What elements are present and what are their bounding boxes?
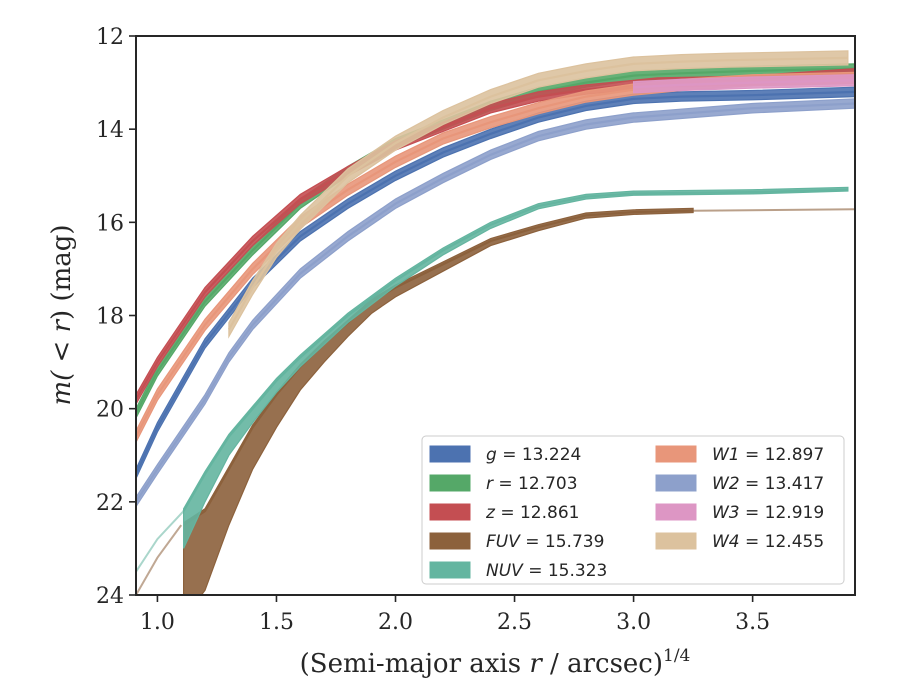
legend-label-w3: W3 = 12.919 [712, 503, 824, 523]
series-g [136, 86, 855, 479]
legend-swatch-g [429, 445, 471, 463]
x-tick-label-3: 2.5 [497, 610, 532, 635]
series-w2 [136, 98, 855, 508]
series-nuv [136, 186, 849, 573]
y-tick-label-3: 18 [96, 305, 124, 330]
legend-label-nuv: NUV = 15.323 [486, 561, 607, 581]
series-w4 [227, 50, 849, 339]
legend-swatch-nuv [429, 561, 471, 579]
legend-swatch-w3 [655, 503, 697, 521]
y-axis-label: m( < r) (mag) [47, 224, 77, 405]
legend-label-g: g = 13.224 [486, 445, 581, 465]
series-nuv-band [183, 186, 849, 549]
x-axis-label-exponent: 1/4 [663, 646, 690, 666]
y-axis: 12 14 16 18 20 22 24 [96, 25, 136, 609]
legend-swatch-w1 [655, 445, 697, 463]
series-g-line [136, 90, 855, 475]
x-tick-label-5: 3.5 [735, 610, 770, 635]
x-axis-label-var: r [529, 649, 543, 679]
x-tick-label-0: 1.0 [140, 610, 175, 635]
series-w4-band [228, 50, 849, 339]
series-fuv-extrapolation [136, 524, 183, 595]
x-tick-label-4: 3.0 [616, 610, 651, 635]
legend-swatch-fuv [429, 532, 471, 550]
x-axis-label: (Semi-major axis r / arcsec)1/4 [300, 646, 691, 679]
series-w2-line [136, 102, 855, 503]
series-nuv-line [182, 188, 848, 512]
y-tick-label-6: 24 [96, 584, 124, 609]
legend-swatch-w2 [655, 474, 697, 492]
series-w3-line [633, 79, 855, 89]
y-tick-label-5: 22 [96, 491, 124, 516]
legend-label-w4: W4 = 12.455 [712, 532, 824, 552]
y-axis-label-lt: < [47, 332, 77, 370]
series-fuv-tail [693, 208, 855, 212]
x-axis-label-tail: / arcsec) [542, 649, 663, 679]
series-nuv-extrapolation [136, 510, 185, 573]
legend-label-w1: W1 = 12.897 [712, 445, 824, 465]
legend-swatch-r [429, 474, 471, 492]
legend-label-w2: W2 = 13.417 [712, 474, 824, 494]
y-axis-label-tail: ) (mag) [47, 224, 77, 320]
legend-label-r: r = 12.703 [486, 474, 578, 494]
series-layer [136, 50, 855, 595]
x-axis: 1.0 1.5 2.0 2.5 3.0 3.5 [140, 595, 770, 635]
series-w3 [633, 74, 855, 94]
y-tick-label-4: 20 [96, 398, 124, 423]
legend-box [421, 435, 845, 585]
x-axis-label-main: (Semi-major axis [300, 649, 530, 679]
legend-swatch-w4 [655, 532, 697, 550]
y-tick-label-1: 14 [96, 118, 124, 143]
y-axis-label-var: r [47, 318, 77, 332]
legend-label-fuv: FUV = 15.739 [486, 532, 604, 552]
legend-swatch-z [429, 503, 471, 521]
y-tick-label-2: 16 [96, 211, 124, 236]
series-g-band [136, 86, 855, 479]
x-tick-label-1: 1.5 [259, 610, 294, 635]
series-w2-band [136, 98, 855, 508]
legend-label-z: z = 12.861 [485, 503, 579, 523]
y-axis-label-main: m( [47, 370, 77, 406]
series-w4-line [227, 56, 848, 331]
x-tick-label-2: 2.0 [378, 610, 413, 635]
y-tick-label-0: 12 [96, 25, 124, 50]
legend: g = 13.224 r = 12.703 z = 12.861 FUV = 15.7… [421, 435, 845, 585]
